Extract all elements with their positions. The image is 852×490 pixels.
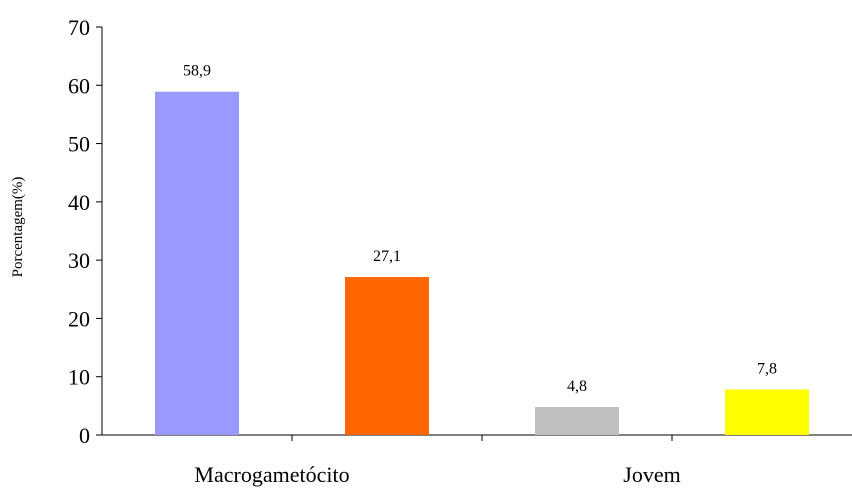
- axes: 0 10 20 30 40 50 60 70: [68, 15, 852, 448]
- bar-data-label: 58,9: [183, 63, 211, 80]
- x-category-label: Jovem: [623, 462, 680, 487]
- x-category-label: Macrogametócito: [194, 462, 349, 487]
- y-tick-label: 0: [79, 423, 90, 448]
- bars: [155, 91, 809, 435]
- y-tick-label: 60: [68, 73, 90, 98]
- y-tick-label: 20: [68, 306, 90, 331]
- bar-data-label: 27,1: [373, 248, 401, 265]
- bar: [725, 389, 809, 435]
- labels: 58,9 27,1 4,8 7,8 Macrogametócito Jovem: [183, 63, 777, 487]
- y-tick-label: 50: [68, 132, 90, 157]
- bar: [345, 277, 429, 435]
- y-tick-label: 70: [68, 15, 90, 40]
- y-axis-title: Porcentagem(%): [10, 177, 26, 278]
- y-tick-label: 40: [68, 190, 90, 215]
- y-tick-label: 30: [68, 248, 90, 273]
- bar: [155, 91, 239, 435]
- bar: [535, 407, 619, 435]
- y-tick-label: 10: [68, 365, 90, 390]
- bar-data-label: 7,8: [757, 361, 777, 378]
- bar-data-label: 4,8: [567, 378, 587, 395]
